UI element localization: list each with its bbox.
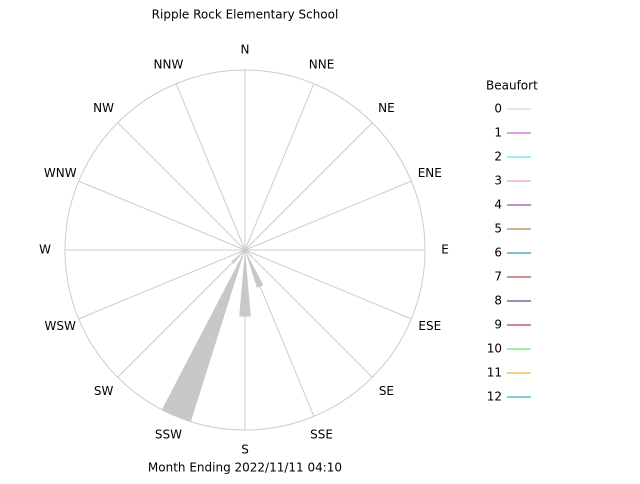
spoke (79, 181, 245, 250)
legend-label: 9 (494, 318, 502, 332)
legend-label: 12 (487, 390, 502, 404)
direction-label: NE (378, 101, 395, 115)
spoke (176, 84, 245, 250)
legend-label: 4 (494, 198, 502, 212)
direction-label: WSW (45, 319, 76, 333)
direction-label: S (241, 443, 249, 457)
legend-label: 11 (487, 366, 502, 380)
legend-label: 5 (494, 222, 502, 236)
petal (231, 250, 245, 264)
legend-title: Beaufort (486, 79, 538, 93)
direction-label: SE (379, 384, 394, 398)
direction-label: SW (94, 384, 114, 398)
spoke (245, 250, 372, 377)
direction-label: W (39, 243, 51, 257)
direction-label: NNE (309, 58, 335, 72)
legend-label: 1 (494, 126, 502, 140)
legend-label: 3 (494, 174, 502, 188)
direction-label: NNW (154, 58, 184, 72)
direction-label: ENE (418, 166, 442, 180)
direction-label: SSW (155, 427, 182, 441)
legend-label: 2 (494, 150, 502, 164)
petal (162, 250, 245, 422)
spoke (245, 250, 411, 319)
legend-label: 8 (494, 294, 502, 308)
spoke (245, 181, 411, 250)
direction-label: SSE (310, 427, 333, 441)
direction-label: N (241, 43, 250, 57)
direction-label: NW (93, 101, 114, 115)
legend-label: 6 (494, 246, 502, 260)
legend-label: 10 (487, 342, 502, 356)
direction-label: ESE (418, 319, 441, 333)
spoke (118, 123, 245, 250)
legend-label: 7 (494, 270, 502, 284)
legend-label: 0 (494, 102, 502, 116)
direction-label: E (441, 243, 449, 257)
chart-subtitle: Month Ending 2022/11/11 04:10 (148, 461, 342, 475)
spoke (118, 250, 245, 377)
spoke (245, 123, 372, 250)
spoke (245, 84, 314, 250)
direction-label: WNW (44, 166, 77, 180)
chart-title: Ripple Rock Elementary School (152, 8, 339, 22)
